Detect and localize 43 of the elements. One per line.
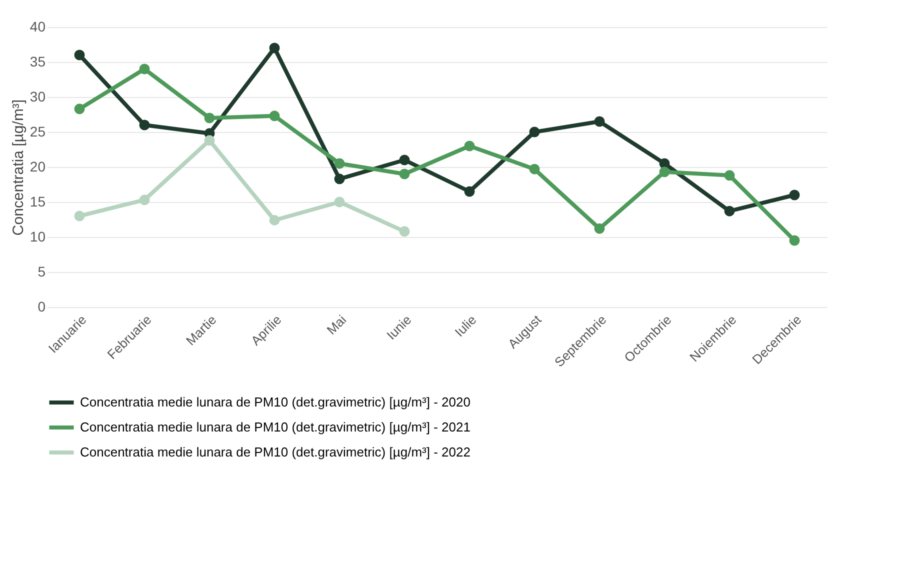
point <box>724 206 735 216</box>
point <box>269 214 280 226</box>
point <box>529 164 540 174</box>
point <box>334 196 345 208</box>
y-tick-label: 20 <box>30 158 46 174</box>
x-tick-label: Iulie <box>452 312 480 340</box>
point <box>74 50 85 60</box>
point <box>464 140 475 152</box>
point <box>334 174 345 184</box>
point <box>74 210 85 222</box>
point <box>789 190 800 200</box>
y-tick-label: 5 <box>38 264 46 280</box>
point <box>334 158 345 169</box>
y-tick-label: 15 <box>30 194 46 210</box>
point <box>139 194 150 206</box>
legend-label: Concentratia medie lunara de PM10 (det.gravimetric) [µg/m³] - 2020 <box>80 394 470 410</box>
y-tick-label: 0 <box>38 298 46 314</box>
legend-label: Concentratia medie lunara de PM10 (det.gravimetric) [µg/m³] - 2021 <box>80 420 470 434</box>
point <box>529 126 540 138</box>
y-axis-title: Concentratia [µg/m³] <box>10 99 27 236</box>
point <box>464 186 475 197</box>
point <box>139 120 150 130</box>
point <box>139 64 150 74</box>
point <box>74 104 85 114</box>
point <box>594 223 605 234</box>
point <box>594 116 605 127</box>
point <box>659 166 670 178</box>
point <box>204 112 215 124</box>
point <box>269 110 280 122</box>
point <box>204 135 215 146</box>
point <box>789 235 800 246</box>
point <box>269 42 280 54</box>
legend-label: Concentratia medie lunara de PM10 (det.gravimetric) [µg/m³] - 2022 <box>80 444 470 460</box>
point <box>724 170 735 181</box>
y-tick-label: 25 <box>30 124 46 140</box>
y-tick-label: 35 <box>30 54 46 70</box>
point <box>399 168 410 180</box>
y-tick-label: 40 <box>30 18 46 34</box>
point <box>399 154 410 166</box>
y-tick-label: 10 <box>30 228 46 244</box>
x-tick-label: Mai <box>324 312 350 338</box>
point <box>399 226 410 237</box>
y-tick-label: 30 <box>30 88 46 104</box>
